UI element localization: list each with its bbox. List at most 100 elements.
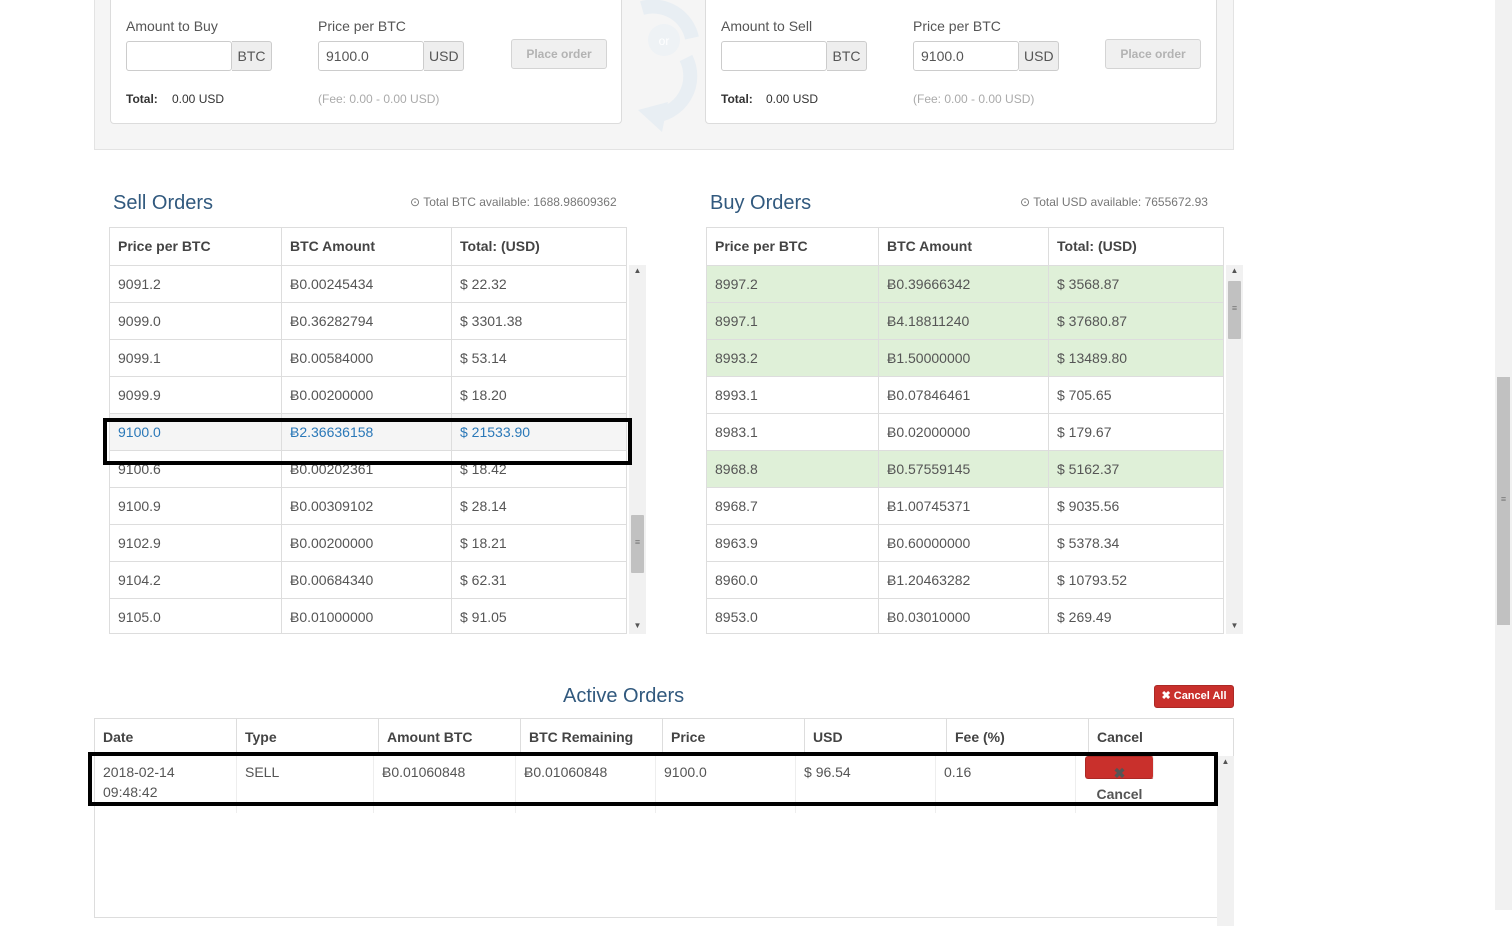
- sell-cell-total: $ 53.14: [460, 350, 507, 366]
- buy-place-order-button[interactable]: Place order: [511, 39, 607, 69]
- buy-cell-total: $ 705.65: [1057, 387, 1112, 403]
- sell-total-label: Total:: [721, 92, 753, 106]
- sell-price-label: Price per BTC: [913, 18, 1001, 34]
- sell-scroll-thumb[interactable]: ≡: [631, 515, 644, 573]
- buy-order-row[interactable]: 8997.1 Ƀ4.18811240 $ 37680.87: [707, 302, 1223, 339]
- buy-order-row[interactable]: 8963.9 Ƀ0.60000000 $ 5378.34: [707, 524, 1223, 561]
- buy-cell-price: 8997.1: [707, 303, 879, 339]
- sell-form-panel: Amount to Sell BTC Price per BTC 9100.0 …: [705, 0, 1217, 124]
- sell-place-order-button[interactable]: Place order: [1105, 39, 1201, 69]
- sell-order-row[interactable]: 9091.2 Ƀ0.00245434 $ 22.32: [110, 265, 626, 302]
- buy-cell-amount: Ƀ0.57559145: [879, 451, 1049, 487]
- selected-sell-order-highlight: [103, 418, 632, 465]
- order-date: 2018-02-14 09:48:42: [95, 756, 237, 813]
- order-amount-value: 0.01060848: [391, 764, 466, 780]
- buy-cell-price: 8968.7: [707, 488, 879, 524]
- sell-cell-total: $ 18.42: [460, 461, 507, 477]
- buy-order-row[interactable]: 8993.1 Ƀ0.07846461 $ 705.65: [707, 376, 1223, 413]
- buy-scroll-thumb[interactable]: ≡: [1228, 281, 1241, 339]
- cancel-all-label: Cancel All: [1173, 690, 1227, 702]
- sell-cell-amount: Ƀ0.36282794: [282, 303, 452, 339]
- buy-available-text: Total USD available: 7655672.93: [1033, 195, 1208, 209]
- sell-orders-title: Sell Orders: [113, 192, 214, 214]
- sell-price-input[interactable]: 9100.0: [913, 41, 1019, 71]
- cancel-all-button[interactable]: ✖ Cancel All: [1154, 685, 1234, 708]
- active-orders-header: Date Type Amount BTC BTC Remaining Price…: [95, 719, 1235, 756]
- buy-cell-amount: Ƀ0.03010000: [879, 599, 1049, 633]
- buy-amount-input[interactable]: [126, 41, 232, 71]
- sell-cell-amount: Ƀ0.00202361: [282, 451, 452, 487]
- cancel-order-button[interactable]: ✖ Cancel: [1085, 756, 1154, 802]
- order-remaining: Ƀ0.01060848: [516, 756, 656, 813]
- clock-icon: ⊙: [1020, 195, 1031, 209]
- sell-order-row[interactable]: 9105.0 Ƀ0.01000000 $ 91.05: [110, 598, 626, 633]
- sell-order-row[interactable]: 9099.9 Ƀ0.00200000 $ 18.20: [110, 376, 626, 413]
- buy-cell-amount: Ƀ4.18811240: [879, 303, 1049, 339]
- col-amount-btc: Amount BTC: [379, 719, 521, 756]
- buy-cell-price: 8960.0: [707, 562, 879, 598]
- buy-fee-text: (Fee: 0.00 - 0.00 USD): [318, 92, 440, 106]
- sell-fee-text: (Fee: 0.00 - 0.00 USD): [913, 92, 1035, 106]
- col-type: Type: [237, 719, 379, 756]
- sell-col-amount: BTC Amount: [282, 228, 452, 265]
- sell-cell-price: 9099.1: [110, 340, 282, 376]
- buy-cell-total: $ 10793.52: [1057, 572, 1128, 588]
- col-date: Date: [95, 719, 237, 756]
- sell-order-row[interactable]: 9099.1 Ƀ0.00584000 $ 53.14: [110, 339, 626, 376]
- buy-total-label: Total:: [126, 92, 158, 106]
- buy-order-row[interactable]: 8983.1 Ƀ0.02000000 $ 179.67: [707, 413, 1223, 450]
- amount-to-buy-label: Amount to Buy: [126, 18, 218, 34]
- buy-cell-price: 8953.0: [707, 599, 879, 633]
- scroll-up-icon[interactable]: ▲: [1230, 266, 1239, 275]
- sell-order-row[interactable]: 9100.9 Ƀ0.00309102 $ 28.14: [110, 487, 626, 524]
- sell-cell-price: 9100.9: [110, 488, 282, 524]
- order-date-day: 2018-02-14: [103, 764, 175, 780]
- sell-cell-total: $ 21533.90: [460, 424, 531, 440]
- sell-amount-unit: BTC: [827, 41, 867, 71]
- buy-order-row[interactable]: 8968.8 Ƀ0.57559145 $ 5162.37: [707, 450, 1223, 487]
- order-fee: 0.16: [936, 756, 1076, 813]
- sell-cell-amount: Ƀ0.01000000: [282, 599, 452, 633]
- scroll-down-icon[interactable]: ▼: [633, 621, 642, 630]
- sell-order-row[interactable]: 9102.9 Ƀ0.00200000 $ 18.21: [110, 524, 626, 561]
- close-icon: ✖: [1161, 690, 1171, 702]
- active-orders-scrollbar[interactable]: ▲: [1217, 756, 1234, 926]
- sell-available-text: Total BTC available: 1688.98609362: [423, 195, 617, 209]
- sell-table-scrollbar[interactable]: ▲ ≡ ▼: [629, 265, 646, 634]
- scroll-up-icon[interactable]: ▲: [1221, 757, 1230, 766]
- sell-col-total: Total: (USD): [460, 238, 540, 254]
- scroll-up-icon[interactable]: ▲: [633, 266, 642, 275]
- buy-order-row[interactable]: 8997.2 Ƀ0.39666342 $ 3568.87: [707, 265, 1223, 302]
- buy-cell-price: 8963.9: [707, 525, 879, 561]
- buy-cell-price: 8993.2: [707, 340, 879, 376]
- buy-price-input[interactable]: 9100.0: [318, 41, 424, 71]
- buy-cell-price: 8997.2: [707, 266, 879, 302]
- page-scrollbar[interactable]: ≡: [1495, 0, 1512, 910]
- col-usd: USD: [805, 719, 947, 756]
- sell-cell-amount: Ƀ0.00584000: [282, 340, 452, 376]
- buy-amount-unit: BTC: [232, 41, 272, 71]
- buy-order-row[interactable]: 8960.0 Ƀ1.20463282 $ 10793.52: [707, 561, 1223, 598]
- buy-order-row[interactable]: 8993.2 Ƀ1.50000000 $ 13489.80: [707, 339, 1223, 376]
- sell-order-row[interactable]: 9100.6 Ƀ0.00202361 $ 18.42: [110, 450, 626, 487]
- buy-order-row[interactable]: 8953.0 Ƀ0.03010000 $ 269.49: [707, 598, 1223, 633]
- sell-order-row[interactable]: 9104.2 Ƀ0.00684340 $ 62.31: [110, 561, 626, 598]
- sell-order-row[interactable]: 9099.0 Ƀ0.36282794 $ 3301.38: [110, 302, 626, 339]
- sell-cell-price: 9100.6: [110, 451, 282, 487]
- sell-cell-total: $ 22.32: [460, 276, 507, 292]
- buy-cell-amount: Ƀ1.20463282: [879, 562, 1049, 598]
- sell-amount-input[interactable]: [721, 41, 827, 71]
- scroll-down-icon[interactable]: ▼: [1230, 621, 1239, 630]
- buy-table-scrollbar[interactable]: ▲ ≡ ▼: [1226, 265, 1243, 634]
- buy-cell-amount: Ƀ1.00745371: [879, 488, 1049, 524]
- page-scroll-thumb[interactable]: [1497, 377, 1510, 625]
- buy-available: ⊙ Total USD available: 7655672.93: [1020, 195, 1208, 209]
- sell-cell-price: 9099.0: [110, 303, 282, 339]
- sell-cell-price: 9099.9: [110, 377, 282, 413]
- sell-cell-total: $ 18.21: [460, 535, 507, 551]
- buy-col-price: Price per BTC: [707, 228, 879, 265]
- buy-order-row[interactable]: 8968.7 Ƀ1.00745371 $ 9035.56: [707, 487, 1223, 524]
- buy-cell-total: $ 3568.87: [1057, 276, 1120, 292]
- buy-cell-amount: Ƀ0.39666342: [879, 266, 1049, 302]
- sell-cell-price: 9104.2: [110, 562, 282, 598]
